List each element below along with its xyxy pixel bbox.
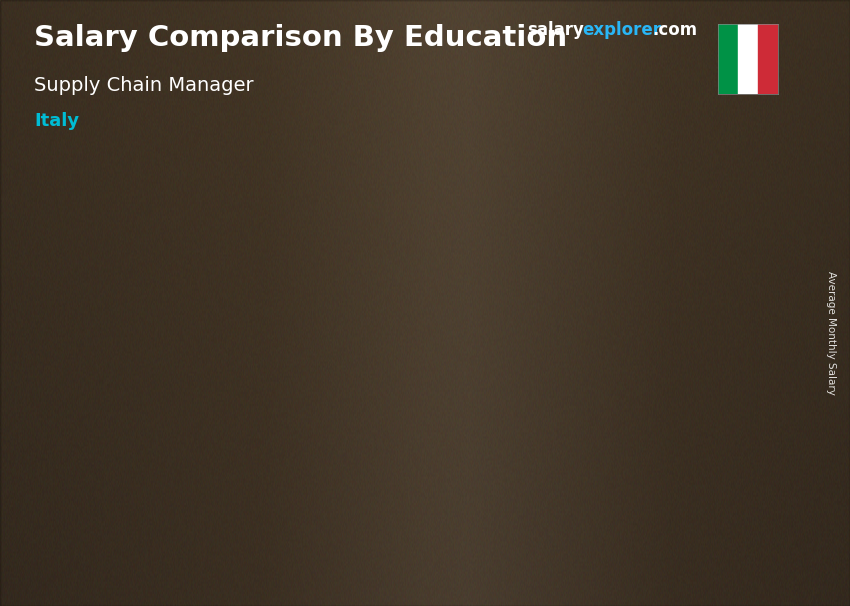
- Text: 9,380 EUR: 9,380 EUR: [700, 228, 769, 241]
- Text: 4,200 EUR: 4,200 EUR: [91, 387, 160, 399]
- Bar: [643, 247, 729, 254]
- Bar: [643, 247, 648, 533]
- Text: Italy: Italy: [34, 112, 79, 130]
- Bar: [758, 24, 778, 94]
- Bar: [643, 247, 729, 533]
- Bar: [377, 382, 382, 533]
- Text: Salary Comparison By Education: Salary Comparison By Education: [34, 24, 567, 52]
- Text: Average Monthly Salary: Average Monthly Salary: [826, 271, 836, 395]
- Bar: [121, 405, 207, 408]
- Bar: [121, 405, 126, 533]
- Text: explorer: explorer: [582, 21, 661, 39]
- Bar: [738, 24, 758, 94]
- Text: +45%: +45%: [388, 274, 445, 291]
- Bar: [121, 405, 207, 533]
- Text: .com: .com: [652, 21, 697, 39]
- Bar: [294, 382, 382, 533]
- Bar: [468, 315, 556, 320]
- Bar: [468, 315, 473, 533]
- Text: +31%: +31%: [561, 213, 620, 230]
- Bar: [468, 315, 556, 533]
- Text: 7,160 EUR: 7,160 EUR: [451, 296, 520, 309]
- Text: 4,940 EUR: 4,940 EUR: [277, 364, 346, 377]
- Text: +18%: +18%: [213, 344, 271, 362]
- Bar: [550, 315, 556, 533]
- Text: salary: salary: [527, 21, 584, 39]
- Bar: [718, 24, 738, 94]
- Bar: [294, 382, 382, 386]
- Bar: [294, 382, 300, 533]
- Bar: [202, 405, 207, 533]
- Bar: [724, 247, 729, 533]
- Text: Supply Chain Manager: Supply Chain Manager: [34, 76, 253, 95]
